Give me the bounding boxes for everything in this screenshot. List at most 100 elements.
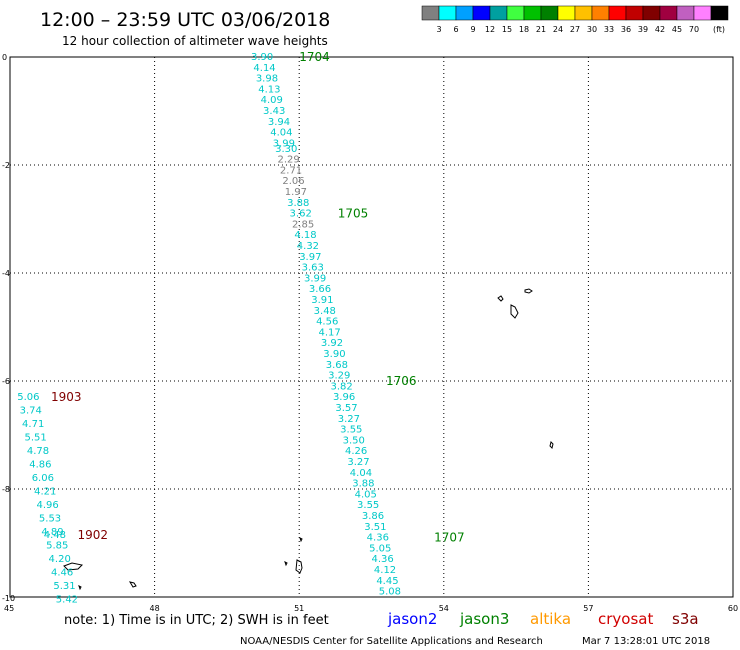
swh-value: 4.18	[294, 230, 316, 241]
swh-value: 5.85	[46, 541, 68, 552]
swh-value: 3.55	[357, 500, 379, 511]
swh-value: 4.36	[372, 554, 394, 565]
swh-value: 4.36	[367, 533, 389, 544]
legend-swatch	[693, 5, 712, 21]
pass-label: 1903	[51, 390, 82, 404]
y-tick-label: -4	[2, 269, 10, 278]
y-tick-label: -2	[2, 161, 10, 170]
legend-swatch	[506, 5, 525, 21]
swh-value: 3.99	[273, 138, 295, 149]
swh-value: 5.06	[17, 392, 39, 403]
swh-value: 5.53	[39, 514, 61, 525]
swh-value: 4.12	[374, 565, 396, 576]
swh-value: 3.74	[20, 406, 42, 417]
swh-value: 5.08	[379, 587, 401, 598]
legend-swatch	[472, 5, 491, 21]
swh-value: 4.96	[37, 500, 59, 511]
map-title: 12:00 – 23:59 UTC 03/06/2018	[40, 9, 330, 31]
satellite-name: s3a	[672, 610, 699, 628]
legend-swatch	[642, 5, 661, 21]
footer-credit: NOAA/NESDIS Center for Satellite Applica…	[240, 636, 543, 647]
island-outlines	[63, 288, 554, 591]
legend-label: 9	[470, 25, 475, 34]
legend-label: 42	[655, 25, 665, 34]
swh-value: 3.62	[290, 209, 312, 220]
satellite-name: altika	[530, 610, 571, 628]
swh-value: 2.85	[292, 219, 314, 230]
swh-value: 3.51	[364, 522, 386, 533]
legend-swatch	[608, 5, 627, 21]
x-tick-label: 60	[728, 604, 738, 613]
color-legend: 3 6 9 12 15 18 21 24 27 30 33 36 39 42 45 70 (ft)	[421, 5, 729, 34]
y-tick-label: -8	[2, 485, 10, 494]
pass-label: 1707	[434, 531, 465, 545]
pass-label: 1706	[386, 374, 417, 388]
legend-label: 6	[453, 25, 458, 34]
swh-value: 4.21	[34, 487, 56, 498]
swh-value: 3.43	[263, 106, 285, 117]
swh-value: 4.26	[345, 446, 367, 457]
legend-swatch	[557, 5, 576, 21]
legend-label: 24	[553, 25, 563, 34]
legend-swatch	[489, 5, 508, 21]
swh-value: 5.51	[24, 433, 46, 444]
legend-label: 15	[502, 25, 512, 34]
legend-unit: (ft)	[713, 25, 725, 34]
satellite-name: cryosat	[598, 610, 653, 628]
swh-value: 3.30	[275, 144, 297, 155]
island-shape	[284, 537, 303, 574]
legend-label: 27	[570, 25, 580, 34]
island-shape	[549, 441, 554, 449]
legend-label: 30	[587, 25, 597, 34]
swh-value: 4.32	[297, 241, 319, 252]
pass-label: 1704	[299, 50, 330, 64]
swh-value: 3.88	[287, 198, 309, 209]
map-grid	[10, 57, 733, 597]
pass-label: 1902	[77, 528, 108, 542]
swh-value: 3.29	[328, 371, 350, 382]
map-subtitle: 12 hour collection of altimeter wave hei…	[62, 34, 328, 48]
legend-label: 21	[536, 25, 546, 34]
footer-note: note: 1) Time is in UTC; 2) SWH is in fe…	[64, 613, 329, 628]
x-tick-label: 54	[439, 604, 449, 613]
y-tick-label: -10	[2, 594, 15, 603]
island-shape	[63, 562, 137, 591]
swh-value: 4.09	[261, 95, 283, 106]
swh-value: 3.90	[323, 349, 345, 360]
footer-timestamp: Mar 7 13:28:01 UTC 2018	[582, 636, 710, 647]
x-tick-label: 48	[150, 604, 160, 613]
legend-swatch	[574, 5, 593, 21]
legend-swatch	[591, 5, 610, 21]
legend-label: 18	[519, 25, 529, 34]
swh-value: 4.20	[49, 554, 71, 565]
swh-value: 3.96	[333, 392, 355, 403]
swh-value: 4.48	[44, 530, 66, 541]
swh-value: 4.13	[258, 84, 280, 95]
satellite-legend: jason2 jason3 altika cryosat s3a	[387, 610, 699, 628]
swh-value: 3.48	[314, 306, 336, 317]
swh-value: 4.78	[27, 446, 49, 457]
legend-label: 70	[689, 25, 699, 34]
legend-swatch	[659, 5, 678, 21]
swh-value: 2.71	[280, 165, 302, 176]
y-tick-label: 0	[2, 53, 7, 62]
legend-swatch	[676, 5, 695, 21]
legend-swatch	[540, 5, 559, 21]
swh-value: 2.29	[278, 155, 300, 166]
swh-value: 3.27	[338, 414, 360, 425]
legend-label: 3	[436, 25, 441, 34]
swh-value: 2.06	[282, 176, 304, 187]
x-tick-label: 45	[4, 604, 14, 613]
swh-value: 3.86	[362, 511, 384, 522]
swh-value: 4.46	[51, 568, 73, 579]
legend-swatch	[710, 5, 729, 21]
swh-value: 3.92	[321, 338, 343, 349]
swh-value: 4.14	[253, 63, 275, 74]
swh-value: 3.98	[256, 74, 278, 85]
legend-label: 36	[621, 25, 631, 34]
satellite-name: jason3	[459, 610, 509, 628]
swh-value: 3.90	[251, 52, 273, 63]
island-shape	[497, 288, 533, 319]
swh-value: 3.68	[326, 360, 348, 371]
